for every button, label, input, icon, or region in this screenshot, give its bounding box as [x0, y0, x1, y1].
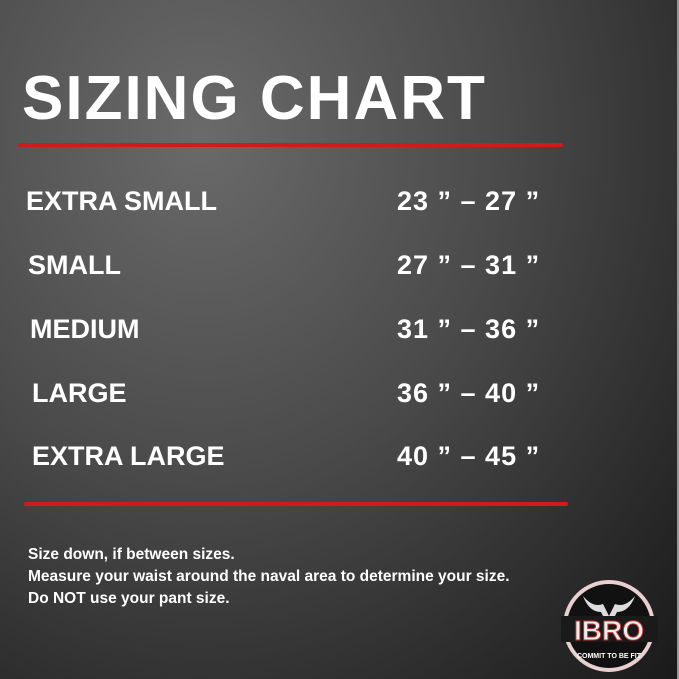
note: Size down, if between sizes. [28, 546, 235, 563]
size-label: SMALL [28, 250, 121, 280]
size-range: 27 ” – 31 ” [397, 250, 541, 280]
note: Measure your waist around the naval area… [28, 568, 510, 585]
size-range: 31 ” – 36 ” [397, 314, 541, 344]
size-label: EXTRA LARGE [32, 441, 225, 471]
size-range: 23 ” – 27 ” [397, 186, 541, 216]
size-range: 40 ” – 45 ” [397, 441, 541, 471]
divider-top [18, 143, 563, 147]
brand-logo: IBRO COMMIT TO BE FIT [561, 580, 658, 672]
svg-text:COMMIT TO BE FIT: COMMIT TO BE FIT [577, 653, 642, 660]
notes: Size down, if between sizes. Measure you… [28, 544, 510, 610]
divider-bottom [24, 502, 568, 506]
size-range: 36 ” – 40 ” [397, 378, 541, 408]
page-title: SIZING CHART [22, 64, 487, 133]
size-label: LARGE [32, 378, 127, 408]
size-label: MEDIUM [30, 314, 140, 344]
note: Do NOT use your pant size. [28, 590, 230, 607]
size-label: EXTRA SMALL [26, 186, 217, 216]
svg-text:IBRO: IBRO [574, 615, 644, 646]
